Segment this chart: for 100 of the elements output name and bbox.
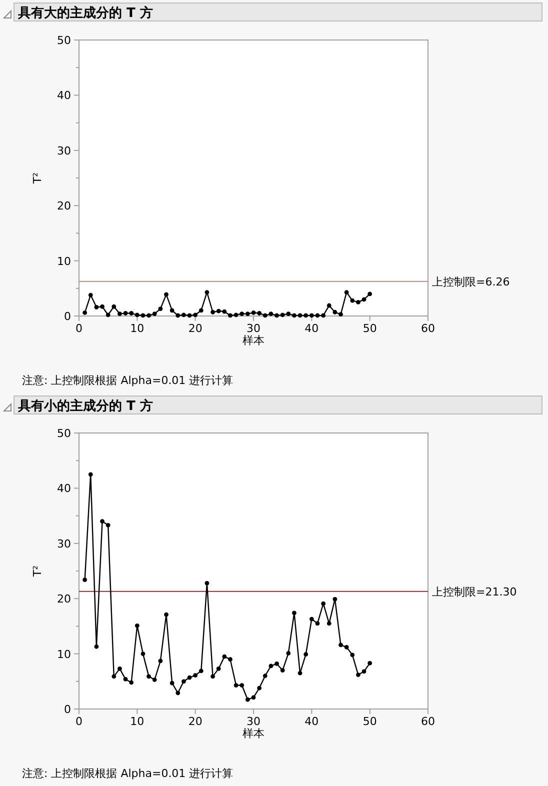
point (368, 660, 372, 666)
point (262, 674, 268, 678)
x-tick-label: 30 (246, 715, 260, 728)
point (234, 312, 238, 318)
point (286, 651, 291, 656)
point (129, 680, 134, 685)
x-tick-label: 60 (421, 715, 435, 728)
point (245, 697, 250, 702)
point (344, 290, 349, 294)
point (187, 313, 192, 318)
x-axis-title: 样本 (242, 727, 264, 740)
point (170, 680, 174, 686)
point (204, 580, 210, 586)
point (216, 308, 221, 314)
point (286, 312, 291, 316)
y-tick-label: 0 (64, 310, 71, 323)
point (134, 623, 140, 628)
point (332, 596, 338, 602)
point (315, 621, 320, 626)
point (216, 666, 221, 671)
point (94, 644, 99, 649)
point (338, 642, 343, 648)
point (82, 578, 88, 582)
y-tick-label: 40 (57, 89, 71, 102)
point (298, 313, 302, 318)
point (112, 674, 116, 679)
point (100, 304, 104, 309)
chart-title: 具有大的主成分的 T 方 (17, 5, 153, 21)
point (274, 662, 279, 666)
point (134, 312, 140, 318)
point (321, 601, 326, 606)
point (182, 679, 186, 684)
point (176, 690, 180, 696)
point (82, 310, 88, 315)
point (123, 311, 128, 316)
point (245, 312, 250, 316)
point (198, 668, 204, 674)
y-tick-label: 50 (57, 427, 71, 440)
point (164, 292, 168, 297)
point (257, 686, 262, 690)
x-tick-label: 50 (362, 322, 377, 335)
ref-line-label: 上控制限=6.26 (432, 275, 510, 288)
ref-line-label: 上控制限=21.30 (432, 585, 517, 598)
y-tick-label: 0 (64, 703, 71, 716)
point (176, 313, 180, 318)
x-axis-title: 样本 (242, 334, 264, 347)
point (187, 675, 192, 680)
x-tick-label: 10 (130, 322, 144, 335)
point (315, 313, 320, 318)
point (123, 676, 128, 682)
text: 注意: 上控制限根据 Alpha=0.01 进行计算 (22, 374, 234, 387)
point (292, 610, 296, 616)
x-tick-label: 40 (304, 322, 319, 335)
point (309, 616, 314, 622)
point (268, 312, 274, 316)
point (158, 658, 163, 664)
point (146, 313, 151, 318)
x-tick-label: 0 (76, 322, 82, 335)
point (251, 695, 256, 700)
x-tick-label: 20 (188, 715, 202, 728)
point (240, 312, 244, 316)
point (262, 313, 268, 318)
point (193, 312, 198, 318)
point (338, 312, 343, 317)
point (118, 666, 122, 671)
point (210, 674, 215, 679)
point (129, 311, 134, 316)
point (118, 312, 122, 316)
point (326, 303, 332, 308)
y-tick-label: 20 (57, 592, 71, 606)
point (257, 311, 262, 316)
y-tick-label: 30 (57, 144, 71, 158)
point (350, 298, 355, 303)
point (170, 308, 174, 313)
point (332, 310, 338, 314)
point (152, 312, 157, 316)
point (240, 683, 244, 688)
point (146, 674, 151, 679)
x-tick-label: 30 (246, 322, 260, 335)
point (304, 652, 308, 657)
point (222, 654, 227, 659)
point (251, 310, 256, 315)
point (94, 304, 99, 310)
point (356, 300, 360, 304)
point (106, 312, 110, 318)
point (198, 308, 204, 313)
point (268, 664, 274, 668)
y-tick-label: 40 (57, 482, 71, 496)
point (326, 621, 332, 626)
y-tick-label: 30 (57, 537, 71, 550)
point (210, 310, 215, 314)
x-tick-label: 20 (188, 322, 202, 335)
point (362, 669, 366, 674)
point (228, 657, 232, 662)
point (362, 297, 366, 302)
x-tick-label: 50 (362, 715, 377, 728)
point (140, 652, 146, 656)
x-tick-label: 60 (421, 322, 435, 335)
point (106, 522, 110, 528)
chart-title: 具有小的主成分的 T 方 (17, 398, 153, 414)
